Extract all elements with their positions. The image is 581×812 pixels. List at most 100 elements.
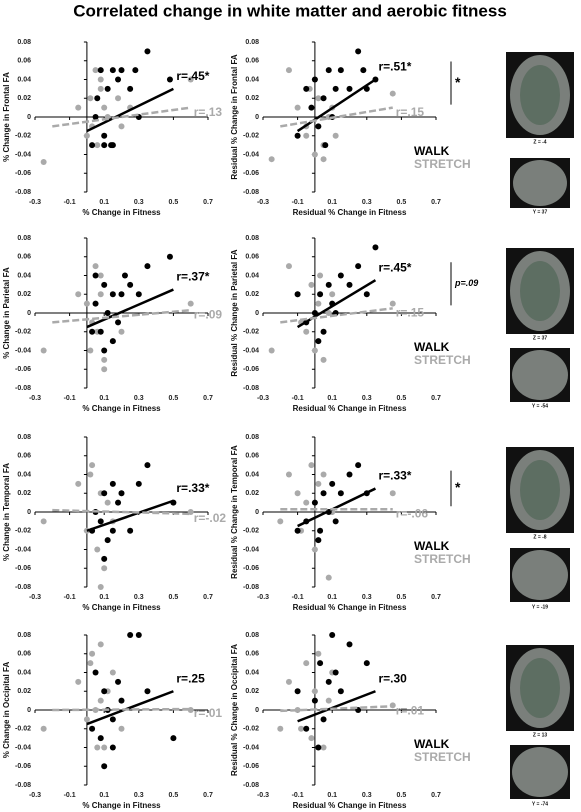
data-point: [166, 253, 173, 260]
data-point: [360, 67, 367, 74]
y-tick-label: -0.02: [243, 528, 259, 535]
data-point: [389, 300, 396, 307]
y-tick-label: -0.04: [15, 151, 31, 158]
data-point: [101, 366, 108, 373]
y-tick-label: 0.08: [17, 434, 31, 441]
data-point: [317, 660, 324, 667]
data-point: [325, 678, 332, 685]
data-point: [89, 650, 96, 657]
data-point: [101, 347, 108, 354]
y-tick-label: -0.06: [243, 763, 259, 770]
y-tick-label: -0.02: [15, 726, 31, 733]
fit-label: r=.15: [396, 105, 425, 119]
data-point: [303, 660, 310, 667]
y-axis-label: Residual % Change in Frontal FA: [230, 54, 239, 180]
fit-label: r=.01: [396, 703, 425, 717]
data-point: [109, 67, 116, 74]
x-tick-label: -0.1: [64, 395, 76, 402]
panel: -0.08 -0.06 -0.04 -0.02 0 0.02 0.04 0.06 0.08 -0.…: [2, 39, 222, 217]
y-axis-label: Residual % Change in Temporal FA: [230, 445, 239, 579]
data-point: [311, 499, 318, 506]
data-point: [40, 518, 47, 525]
data-point: [109, 527, 116, 534]
data-point: [308, 462, 315, 469]
brain-label: Y = 37: [533, 209, 548, 215]
x-tick-label: -0.1: [292, 199, 304, 206]
data-point: [104, 499, 111, 506]
data-point: [87, 95, 94, 102]
x-tick-label: -0.3: [29, 199, 41, 206]
fit-line: [297, 690, 376, 723]
data-point: [303, 499, 310, 506]
panel: -0.08 -0.06 -0.04 -0.02 0 0.02 0.04 0.06 0.08 -0.…: [2, 434, 226, 612]
x-tick-label: 0.7: [431, 199, 441, 206]
data-point: [294, 104, 301, 111]
y-tick-label: 0.04: [17, 76, 31, 83]
y-tick-label: 0.06: [245, 254, 259, 261]
x-tick-label: 0.5: [397, 594, 407, 601]
y-tick-label: 0: [255, 310, 259, 317]
fit-line: [86, 690, 174, 726]
data-point: [97, 291, 104, 298]
data-point: [101, 281, 108, 288]
data-point: [325, 281, 332, 288]
x-axis-label: % Change in Fitness: [82, 404, 161, 413]
y-tick-label: -0.04: [15, 347, 31, 354]
data-point: [135, 480, 142, 487]
fit-label: r=.33*: [176, 481, 209, 495]
data-point: [317, 527, 324, 534]
fit-label: r=.45*: [378, 260, 411, 274]
fit-line: [297, 487, 376, 528]
data-point: [109, 291, 116, 298]
x-tick-label: 0.1: [99, 594, 109, 601]
data-point: [127, 85, 134, 92]
data-point: [346, 641, 353, 648]
significance-label: *: [455, 479, 461, 495]
fit-label: r=.15: [396, 305, 425, 319]
y-tick-label: 0.08: [245, 235, 259, 242]
figure-title: Correlated change in white matter and ae…: [73, 1, 507, 20]
data-point: [101, 104, 108, 111]
data-point: [104, 310, 111, 316]
data-point: [104, 537, 111, 544]
y-tick-label: 0.06: [17, 254, 31, 261]
data-point: [92, 300, 99, 307]
y-tick-label: -0.06: [243, 565, 259, 572]
data-point: [89, 142, 96, 149]
y-tick-label: 0.06: [17, 453, 31, 460]
x-tick-label: 0.3: [362, 594, 372, 601]
x-tick-label: 0.3: [362, 395, 372, 402]
x-tick-label: -0.1: [292, 594, 304, 601]
legend-label: WALK: [414, 144, 450, 158]
x-axis-label: Residual % Change in Fitness: [293, 404, 407, 413]
brain-label: Z = 37: [533, 335, 548, 341]
y-tick-label: 0.04: [245, 272, 259, 279]
y-tick-label: -0.02: [243, 329, 259, 336]
y-tick-label: -0.02: [243, 726, 259, 733]
x-tick-label: 0.5: [397, 792, 407, 799]
y-tick-label: -0.08: [15, 584, 31, 591]
data-point: [355, 48, 362, 55]
data-point: [118, 291, 125, 298]
x-tick-label: 0.7: [203, 199, 213, 206]
y-tick-label: 0: [27, 114, 31, 121]
data-point: [320, 156, 327, 163]
fit-label: r=.30: [378, 671, 407, 685]
y-tick-label: 0.02: [245, 291, 259, 298]
y-tick-label: -0.02: [15, 329, 31, 336]
x-axis-label: Residual % Change in Fitness: [293, 801, 407, 810]
data-point: [320, 744, 327, 751]
data-point: [87, 471, 94, 478]
fit-label: r=.33*: [378, 469, 411, 483]
data-point: [144, 688, 151, 695]
data-point: [315, 95, 322, 102]
y-tick-label: 0.06: [245, 58, 259, 65]
y-tick-label: 0: [255, 707, 259, 714]
x-tick-label: 0.3: [134, 395, 144, 402]
y-tick-label: -0.08: [243, 189, 259, 196]
data-point: [104, 85, 111, 92]
y-tick-label: 0.04: [245, 76, 259, 83]
x-tick-label: -0.3: [257, 395, 269, 402]
data-point: [337, 490, 344, 497]
y-tick-label: 0.02: [17, 95, 31, 102]
